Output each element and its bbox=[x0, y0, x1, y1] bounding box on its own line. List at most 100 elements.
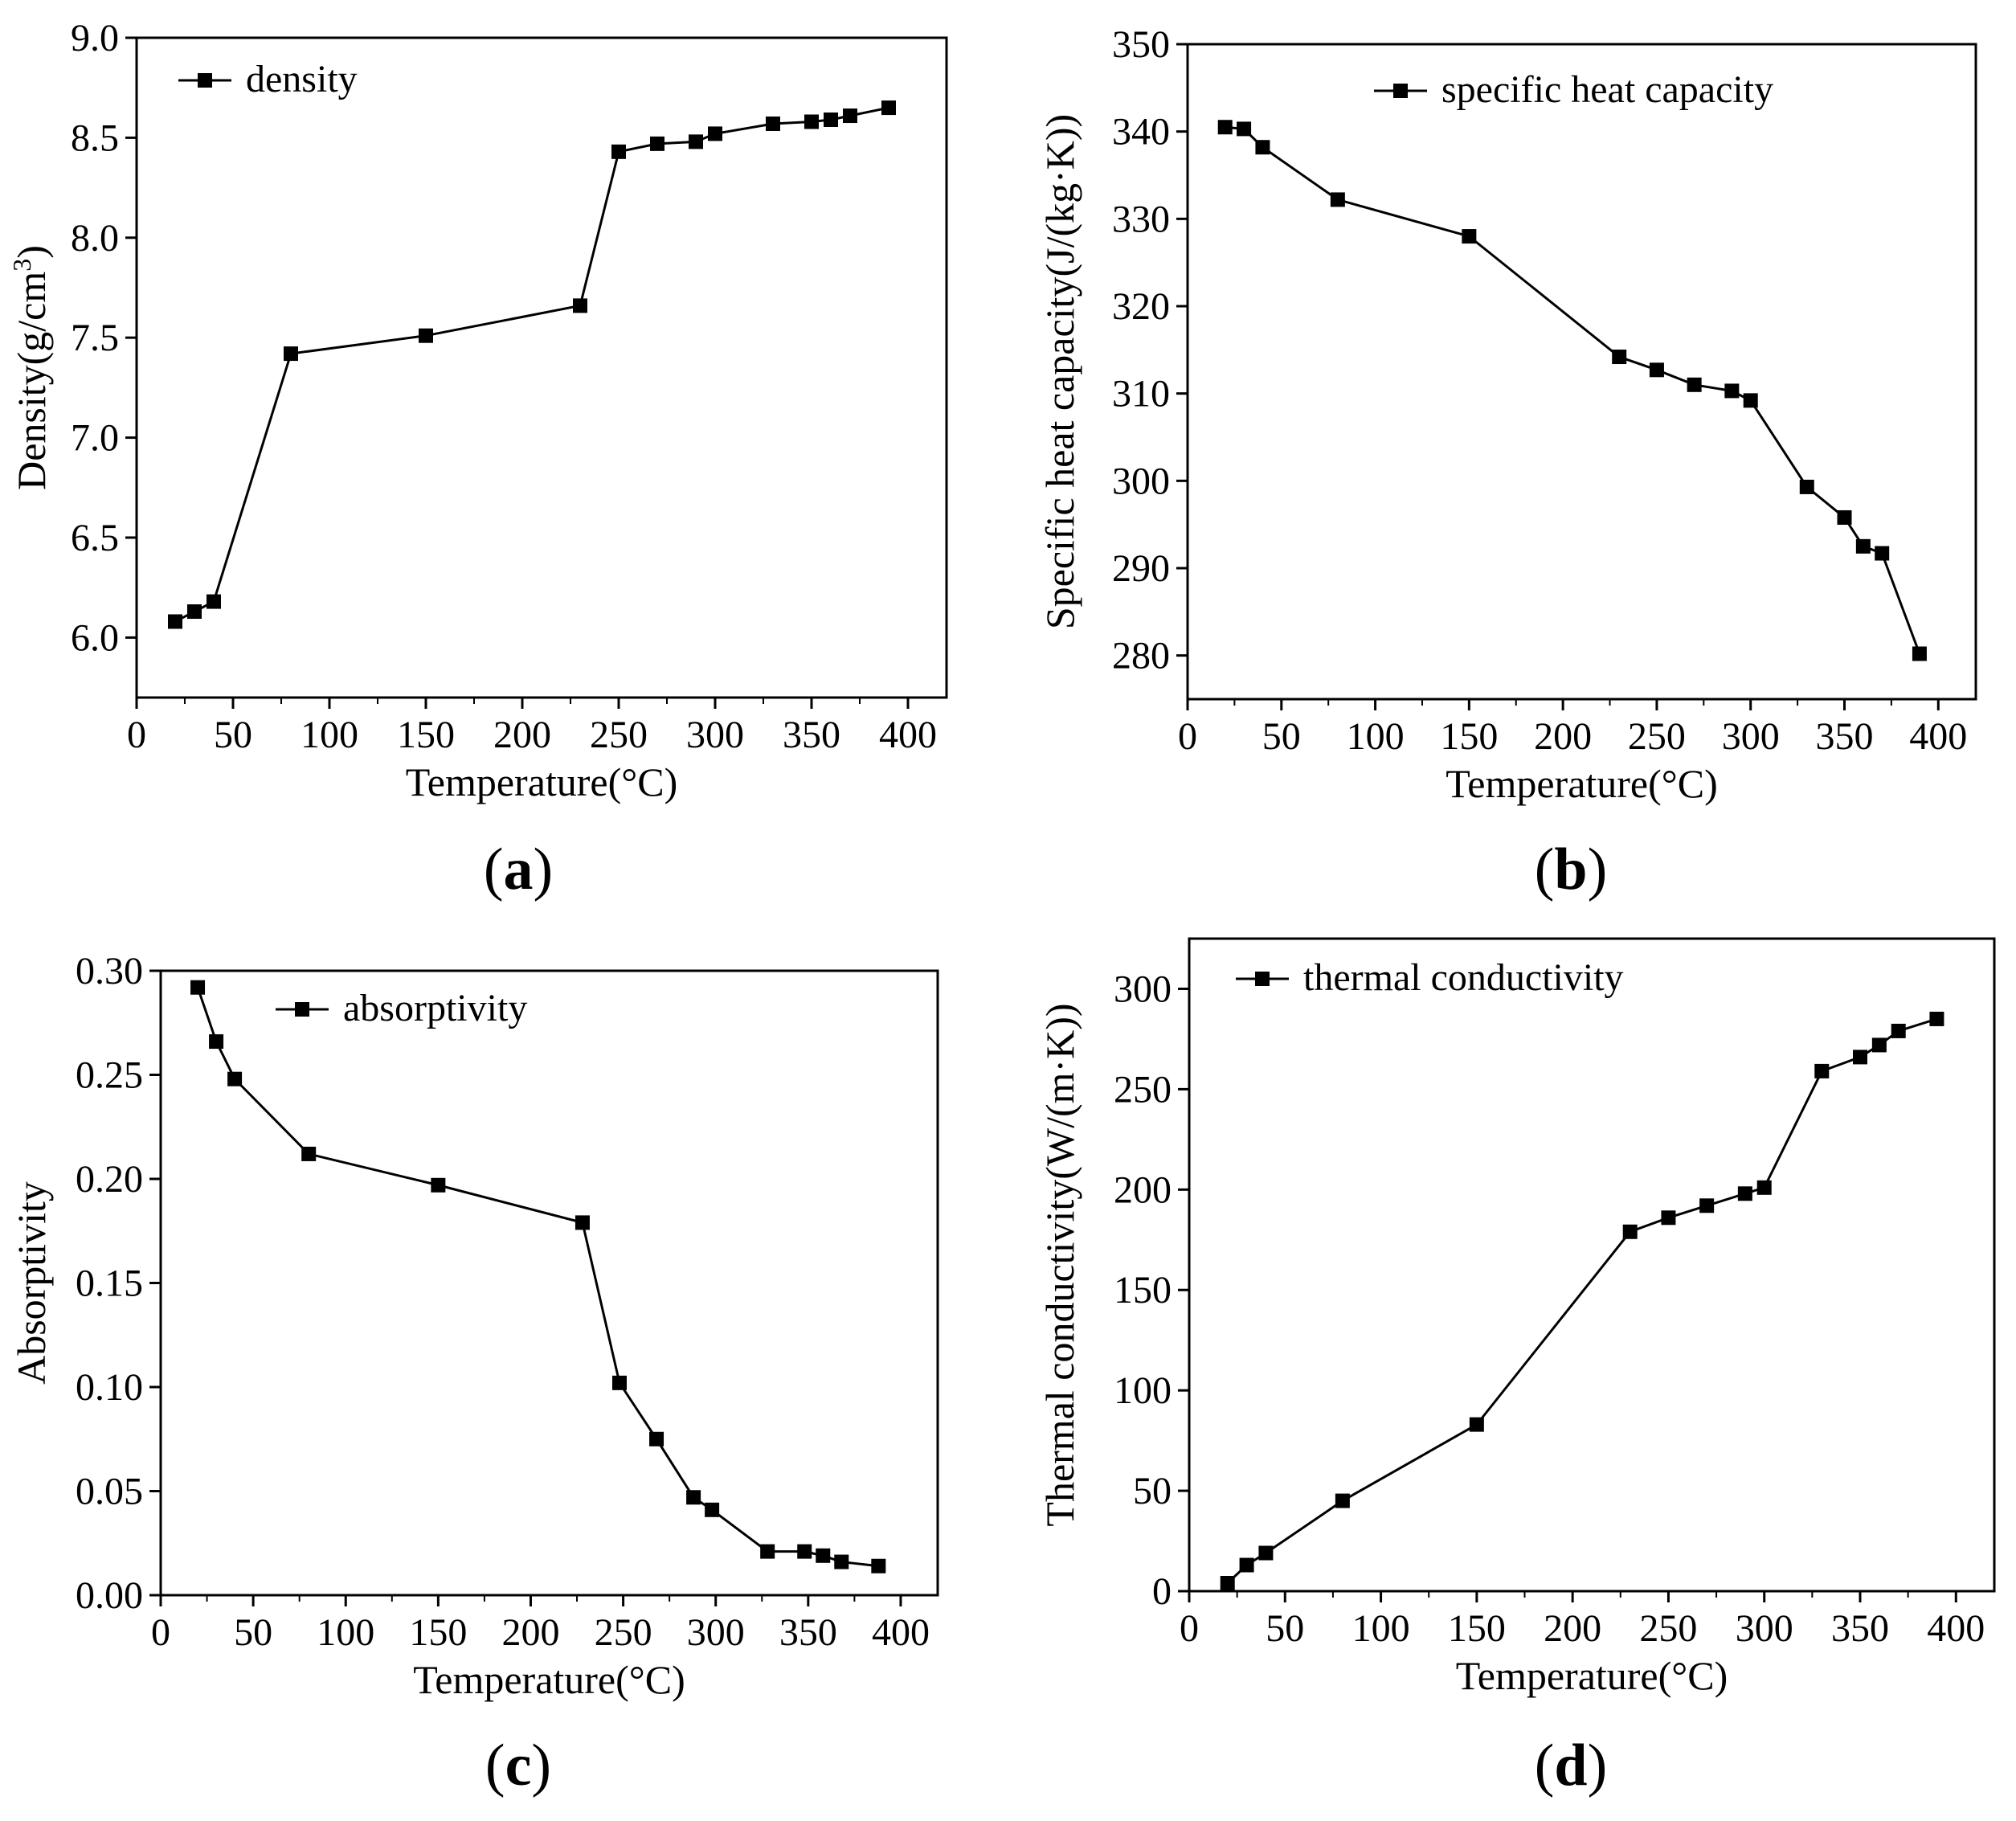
legend-label: density bbox=[246, 58, 358, 100]
panel-label-b: (b) bbox=[1534, 837, 1608, 902]
data-point bbox=[766, 116, 780, 131]
x-tick-label: 100 bbox=[301, 714, 358, 756]
legend-label: thermal conductivity bbox=[1303, 956, 1624, 999]
legend-label: specific heat capacity bbox=[1441, 68, 1773, 111]
x-tick-label: 50 bbox=[214, 714, 252, 756]
data-point bbox=[611, 1375, 627, 1390]
data-point bbox=[1737, 1186, 1752, 1201]
x-tick-label: 50 bbox=[1262, 715, 1301, 758]
x-tick-label: 100 bbox=[317, 1611, 374, 1654]
x-tick-label: 300 bbox=[686, 714, 744, 756]
x-tick-label: 350 bbox=[779, 1611, 837, 1654]
series-line-b bbox=[1225, 125, 1921, 655]
plot-frame bbox=[1188, 937, 1996, 1593]
data-point bbox=[1649, 362, 1664, 378]
x-axis-title: Temperature(°C) bbox=[1456, 1653, 1728, 1698]
y-tick-label: 8.5 bbox=[71, 117, 119, 159]
chart-panel-a: 0 50 100 150 200 250 300 350 400 6.0 6.5 7.0 7.5 8.0 8… bbox=[0, 0, 996, 928]
data-point bbox=[881, 100, 896, 116]
x-tick-label: 400 bbox=[872, 1611, 930, 1654]
data-point bbox=[168, 614, 182, 629]
data-point bbox=[1612, 350, 1627, 365]
y-axis-title-part: ) bbox=[9, 245, 54, 259]
data-point bbox=[686, 1490, 701, 1505]
data-point bbox=[1743, 393, 1758, 408]
data-point bbox=[804, 114, 819, 129]
data-point bbox=[1258, 1545, 1274, 1561]
x-tick-label: 300 bbox=[687, 1611, 745, 1654]
data-point bbox=[1891, 1023, 1906, 1038]
data-point bbox=[284, 346, 298, 362]
data-point bbox=[227, 1071, 243, 1086]
y-tick-label: 300 bbox=[1112, 460, 1170, 502]
y-axis-title-part: Specific heat capacity(J/(kg·K)) bbox=[1037, 114, 1082, 629]
y-tick-label: 0.20 bbox=[76, 1158, 143, 1201]
data-point bbox=[649, 1431, 665, 1447]
y-tick-label: 290 bbox=[1112, 547, 1170, 590]
data-point bbox=[1217, 120, 1233, 135]
plot-frame bbox=[1186, 43, 1977, 701]
data-point bbox=[1837, 509, 1852, 525]
legend-marker bbox=[1393, 84, 1408, 98]
data-point bbox=[611, 144, 626, 159]
y-axis-title-part: 3 bbox=[7, 259, 36, 272]
y-axis-title-part: Thermal conductivity(W/(m·K)) bbox=[1037, 1003, 1082, 1526]
series-line-c bbox=[196, 987, 879, 1568]
y-tick-label: 200 bbox=[1114, 1168, 1172, 1211]
x-tick-label: 400 bbox=[1909, 715, 1967, 758]
data-point bbox=[705, 1502, 720, 1517]
y-tick-label: 0.10 bbox=[76, 1366, 143, 1409]
y-tick-label: 9.0 bbox=[71, 17, 119, 59]
data-point bbox=[1255, 140, 1270, 155]
plot-frame bbox=[159, 969, 939, 1597]
x-tick-label: 200 bbox=[1544, 1607, 1601, 1650]
x-tick-label: 400 bbox=[879, 714, 937, 756]
x-tick-label: 150 bbox=[409, 1611, 467, 1654]
y-tick-label: 7.5 bbox=[71, 317, 119, 359]
y-tick-label: 320 bbox=[1112, 285, 1170, 328]
data-point bbox=[871, 1558, 886, 1573]
x-tick-label: 100 bbox=[1352, 1607, 1410, 1650]
x-tick-label: 150 bbox=[1440, 715, 1498, 758]
data-point bbox=[824, 113, 838, 128]
legend-marker bbox=[295, 1002, 309, 1017]
legend-marker bbox=[1255, 972, 1270, 986]
y-tick-label: 0.15 bbox=[76, 1262, 143, 1305]
y-tick-label: 310 bbox=[1112, 373, 1170, 415]
data-point bbox=[816, 1548, 831, 1563]
data-point bbox=[1855, 538, 1871, 554]
plot-frame bbox=[135, 36, 948, 699]
data-point bbox=[843, 108, 857, 124]
data-point bbox=[1330, 192, 1345, 207]
x-tick-label: 350 bbox=[783, 714, 840, 756]
data-point bbox=[760, 1544, 775, 1559]
data-point bbox=[1239, 1557, 1254, 1573]
data-point bbox=[1622, 1224, 1638, 1239]
x-tick-label: 100 bbox=[1347, 715, 1405, 758]
data-point bbox=[689, 134, 703, 149]
y-tick-label: 0.25 bbox=[76, 1054, 143, 1097]
chart-d-svg: 0 50 100 150 200 250 300 350 400 0 50 100 150 200 250 3… bbox=[1037, 937, 1996, 1698]
data-point bbox=[1237, 121, 1252, 137]
x-axis-title: Temperature(°C) bbox=[406, 759, 678, 804]
data-point bbox=[797, 1544, 812, 1559]
x-tick-label: 50 bbox=[1266, 1607, 1304, 1650]
x-tick-label: 0 bbox=[1180, 1607, 1199, 1650]
x-tick-label: 250 bbox=[595, 1611, 652, 1654]
data-point bbox=[1814, 1063, 1830, 1078]
data-point bbox=[1799, 479, 1814, 494]
data-point bbox=[1687, 377, 1702, 392]
y-axis-title: Density(g/cm3) bbox=[7, 245, 54, 490]
y-tick-label: 6.0 bbox=[71, 616, 119, 659]
data-point bbox=[708, 126, 722, 141]
y-tick-label: 150 bbox=[1114, 1269, 1172, 1312]
legend-label: absorptivity bbox=[343, 987, 527, 1029]
x-tick-label: 300 bbox=[1736, 1607, 1793, 1650]
y-tick-label: 7.0 bbox=[71, 417, 119, 460]
data-point bbox=[1912, 646, 1927, 661]
data-point bbox=[187, 604, 202, 620]
x-tick-label: 0 bbox=[1178, 715, 1197, 758]
panel-label-c: (c) bbox=[485, 1733, 552, 1798]
x-tick-label: 250 bbox=[1639, 1607, 1697, 1650]
y-tick-label: 330 bbox=[1112, 198, 1170, 240]
